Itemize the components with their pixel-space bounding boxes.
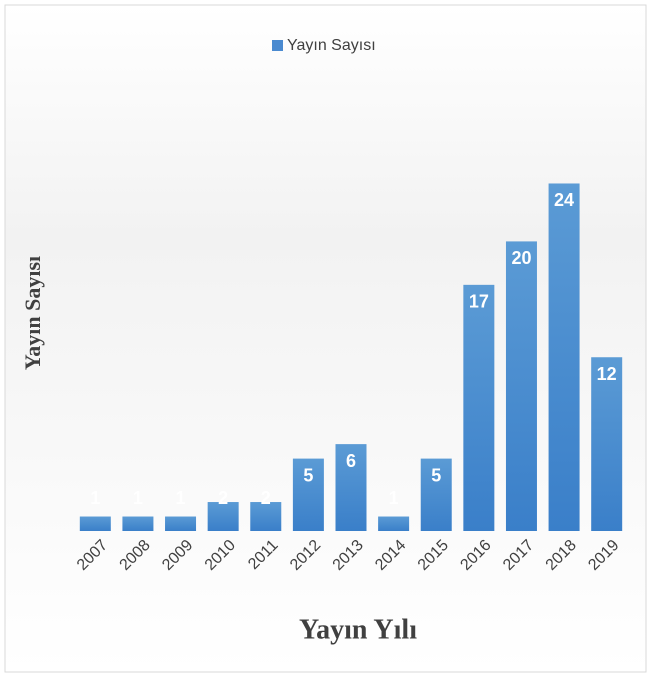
data-label: 6 xyxy=(346,451,356,471)
bar xyxy=(378,516,410,531)
bar xyxy=(335,444,367,531)
bar xyxy=(207,502,239,531)
bar xyxy=(165,516,197,531)
bar xyxy=(505,241,537,531)
bar xyxy=(292,458,324,531)
bar xyxy=(250,502,282,531)
bar xyxy=(463,284,495,531)
data-label: 24 xyxy=(554,190,574,210)
bar xyxy=(122,516,154,531)
data-label: 2 xyxy=(218,488,228,508)
data-label: 17 xyxy=(469,292,489,312)
bar xyxy=(79,516,111,531)
data-label: 2 xyxy=(261,488,271,508)
bar xyxy=(591,357,623,531)
data-label: 1 xyxy=(176,488,186,508)
x-axis-title: Yayın Yılı xyxy=(299,614,417,645)
data-label: 12 xyxy=(597,364,617,384)
data-label: 5 xyxy=(303,465,313,485)
bar xyxy=(548,183,580,532)
legend-label: Yayın Sayısı xyxy=(287,37,376,54)
frame xyxy=(4,4,647,673)
data-label: 1 xyxy=(389,488,399,508)
y-axis-title: Yayın Sayısı xyxy=(20,256,45,370)
data-label: 20 xyxy=(511,248,531,268)
data-label: 1 xyxy=(90,488,100,508)
data-label: 5 xyxy=(431,465,441,485)
data-label: 1 xyxy=(133,488,143,508)
legend-swatch xyxy=(272,40,283,51)
bar xyxy=(420,458,452,531)
